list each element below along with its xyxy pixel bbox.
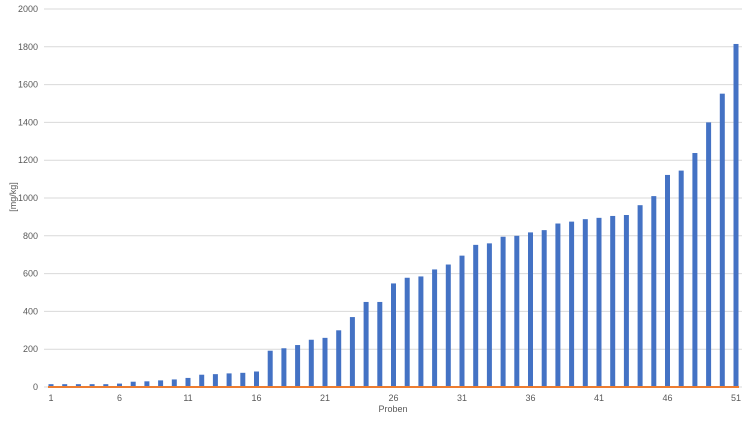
bar [75, 384, 81, 387]
bar [555, 223, 561, 387]
x-tick-label: 46 [662, 393, 672, 403]
bars [48, 43, 739, 388]
x-tick-label: 6 [117, 393, 122, 403]
bar [445, 264, 451, 387]
bar [281, 348, 287, 387]
x-tick-label: 51 [731, 393, 741, 403]
bar [199, 374, 205, 387]
bar [610, 215, 616, 387]
bar [432, 269, 438, 387]
x-tick-label: 26 [388, 393, 398, 403]
bar [117, 383, 122, 387]
gridlines [44, 8, 742, 388]
y-tick-label: 1400 [18, 117, 38, 127]
bar [267, 350, 273, 387]
bar [62, 384, 68, 387]
bar [569, 221, 575, 387]
y-tick-label: 1600 [18, 80, 38, 90]
bar [706, 122, 712, 388]
bar [349, 317, 355, 387]
x-tick-label: 21 [320, 393, 330, 403]
y-tick-label: 1200 [18, 155, 38, 165]
bar [212, 374, 218, 387]
bar [719, 93, 725, 387]
bar [322, 337, 328, 387]
bar [651, 196, 657, 387]
bar [89, 384, 95, 387]
x-tick-label: 41 [594, 393, 604, 403]
bar [514, 235, 520, 387]
y-tick-label: 600 [23, 269, 38, 279]
bar [733, 43, 739, 388]
bar [158, 380, 164, 387]
bar [226, 373, 232, 387]
x-tick-label: 31 [457, 393, 467, 403]
x-tick-label: 36 [525, 393, 535, 403]
bar [254, 371, 259, 387]
bar [144, 381, 150, 387]
bar [665, 174, 670, 387]
bar [582, 219, 588, 387]
x-tick-labels: 1 6 11 16 21 26 31 36 41 46 51 [48, 393, 741, 403]
x-tick-label: 11 [183, 393, 192, 403]
bar [171, 379, 177, 387]
bar [623, 215, 629, 387]
bar [678, 170, 684, 387]
bar [500, 236, 506, 387]
bar [240, 372, 246, 387]
y-tick-label: 1800 [18, 42, 38, 52]
y-tick-label: 2000 [18, 4, 38, 14]
y-tick-label: 0 [33, 382, 38, 392]
bar [541, 230, 547, 387]
y-axis-title: [mg/kg] [8, 182, 18, 212]
y-tick-label: 800 [23, 231, 38, 241]
y-tick-label: 200 [23, 344, 38, 354]
bar [391, 283, 396, 387]
bar [596, 217, 602, 387]
bar [404, 277, 410, 387]
bar [308, 339, 314, 387]
x-tick-label: 1 [48, 393, 53, 403]
bar [377, 301, 383, 387]
y-tick-labels: 0 200 400 600 800 1000 1200 1400 1600 1800 2000 [18, 4, 38, 392]
x-tick-label: 16 [251, 393, 261, 403]
y-tick-label: 400 [23, 306, 38, 316]
bar [486, 243, 492, 387]
bar [130, 381, 136, 387]
bar [336, 330, 342, 387]
bar [48, 384, 54, 387]
bar [459, 255, 465, 387]
bar [637, 205, 643, 387]
bar [363, 301, 369, 387]
bar [185, 377, 191, 387]
x-axis-title: Proben [378, 404, 407, 414]
bar [295, 345, 301, 387]
y-tick-label: 1000 [18, 193, 38, 203]
bar [103, 384, 109, 387]
bar [473, 244, 479, 387]
bar [418, 276, 424, 387]
bar [528, 232, 533, 387]
bar [692, 153, 698, 387]
